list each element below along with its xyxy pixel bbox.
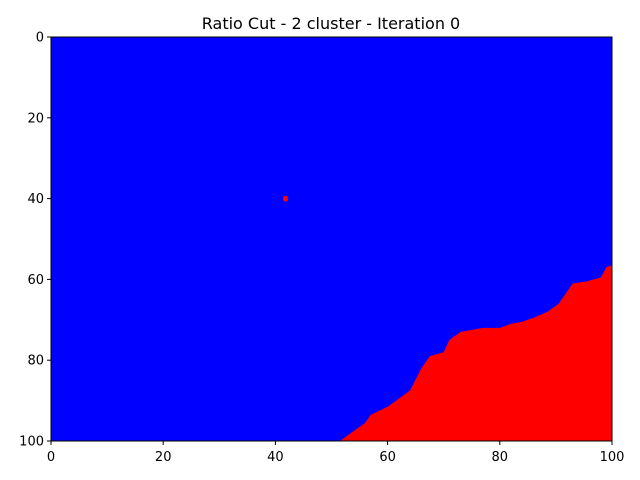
axes-frame (50, 36, 613, 442)
y-tick-label-0: 0 (36, 31, 44, 46)
y-tick-label-1: 20 (27, 111, 44, 126)
y-tick-label-5: 100 (19, 435, 44, 450)
x-axis: 0 20 40 60 80 100 (47, 441, 625, 465)
x-tick-label-3: 60 (379, 450, 396, 465)
isolated-points (282, 195, 288, 202)
plot-area (50, 36, 613, 442)
isolated-point-0 (282, 195, 288, 202)
y-axis: 0 20 40 60 80 100 (19, 31, 51, 450)
y-tick-label-3: 60 (27, 273, 44, 288)
x-tick-label-0: 0 (47, 450, 55, 465)
x-tick-label-1: 20 (155, 450, 172, 465)
y-tick-label-4: 80 (27, 354, 44, 369)
x-tick-label-5: 100 (600, 450, 625, 465)
x-tick-label-4: 80 (492, 450, 509, 465)
x-tick-label-2: 40 (267, 450, 284, 465)
chart-title: Ratio Cut - 2 cluster - Iteration 0 (202, 14, 460, 33)
cluster-1-region (339, 265, 612, 441)
y-tick-label-2: 40 (27, 192, 44, 207)
